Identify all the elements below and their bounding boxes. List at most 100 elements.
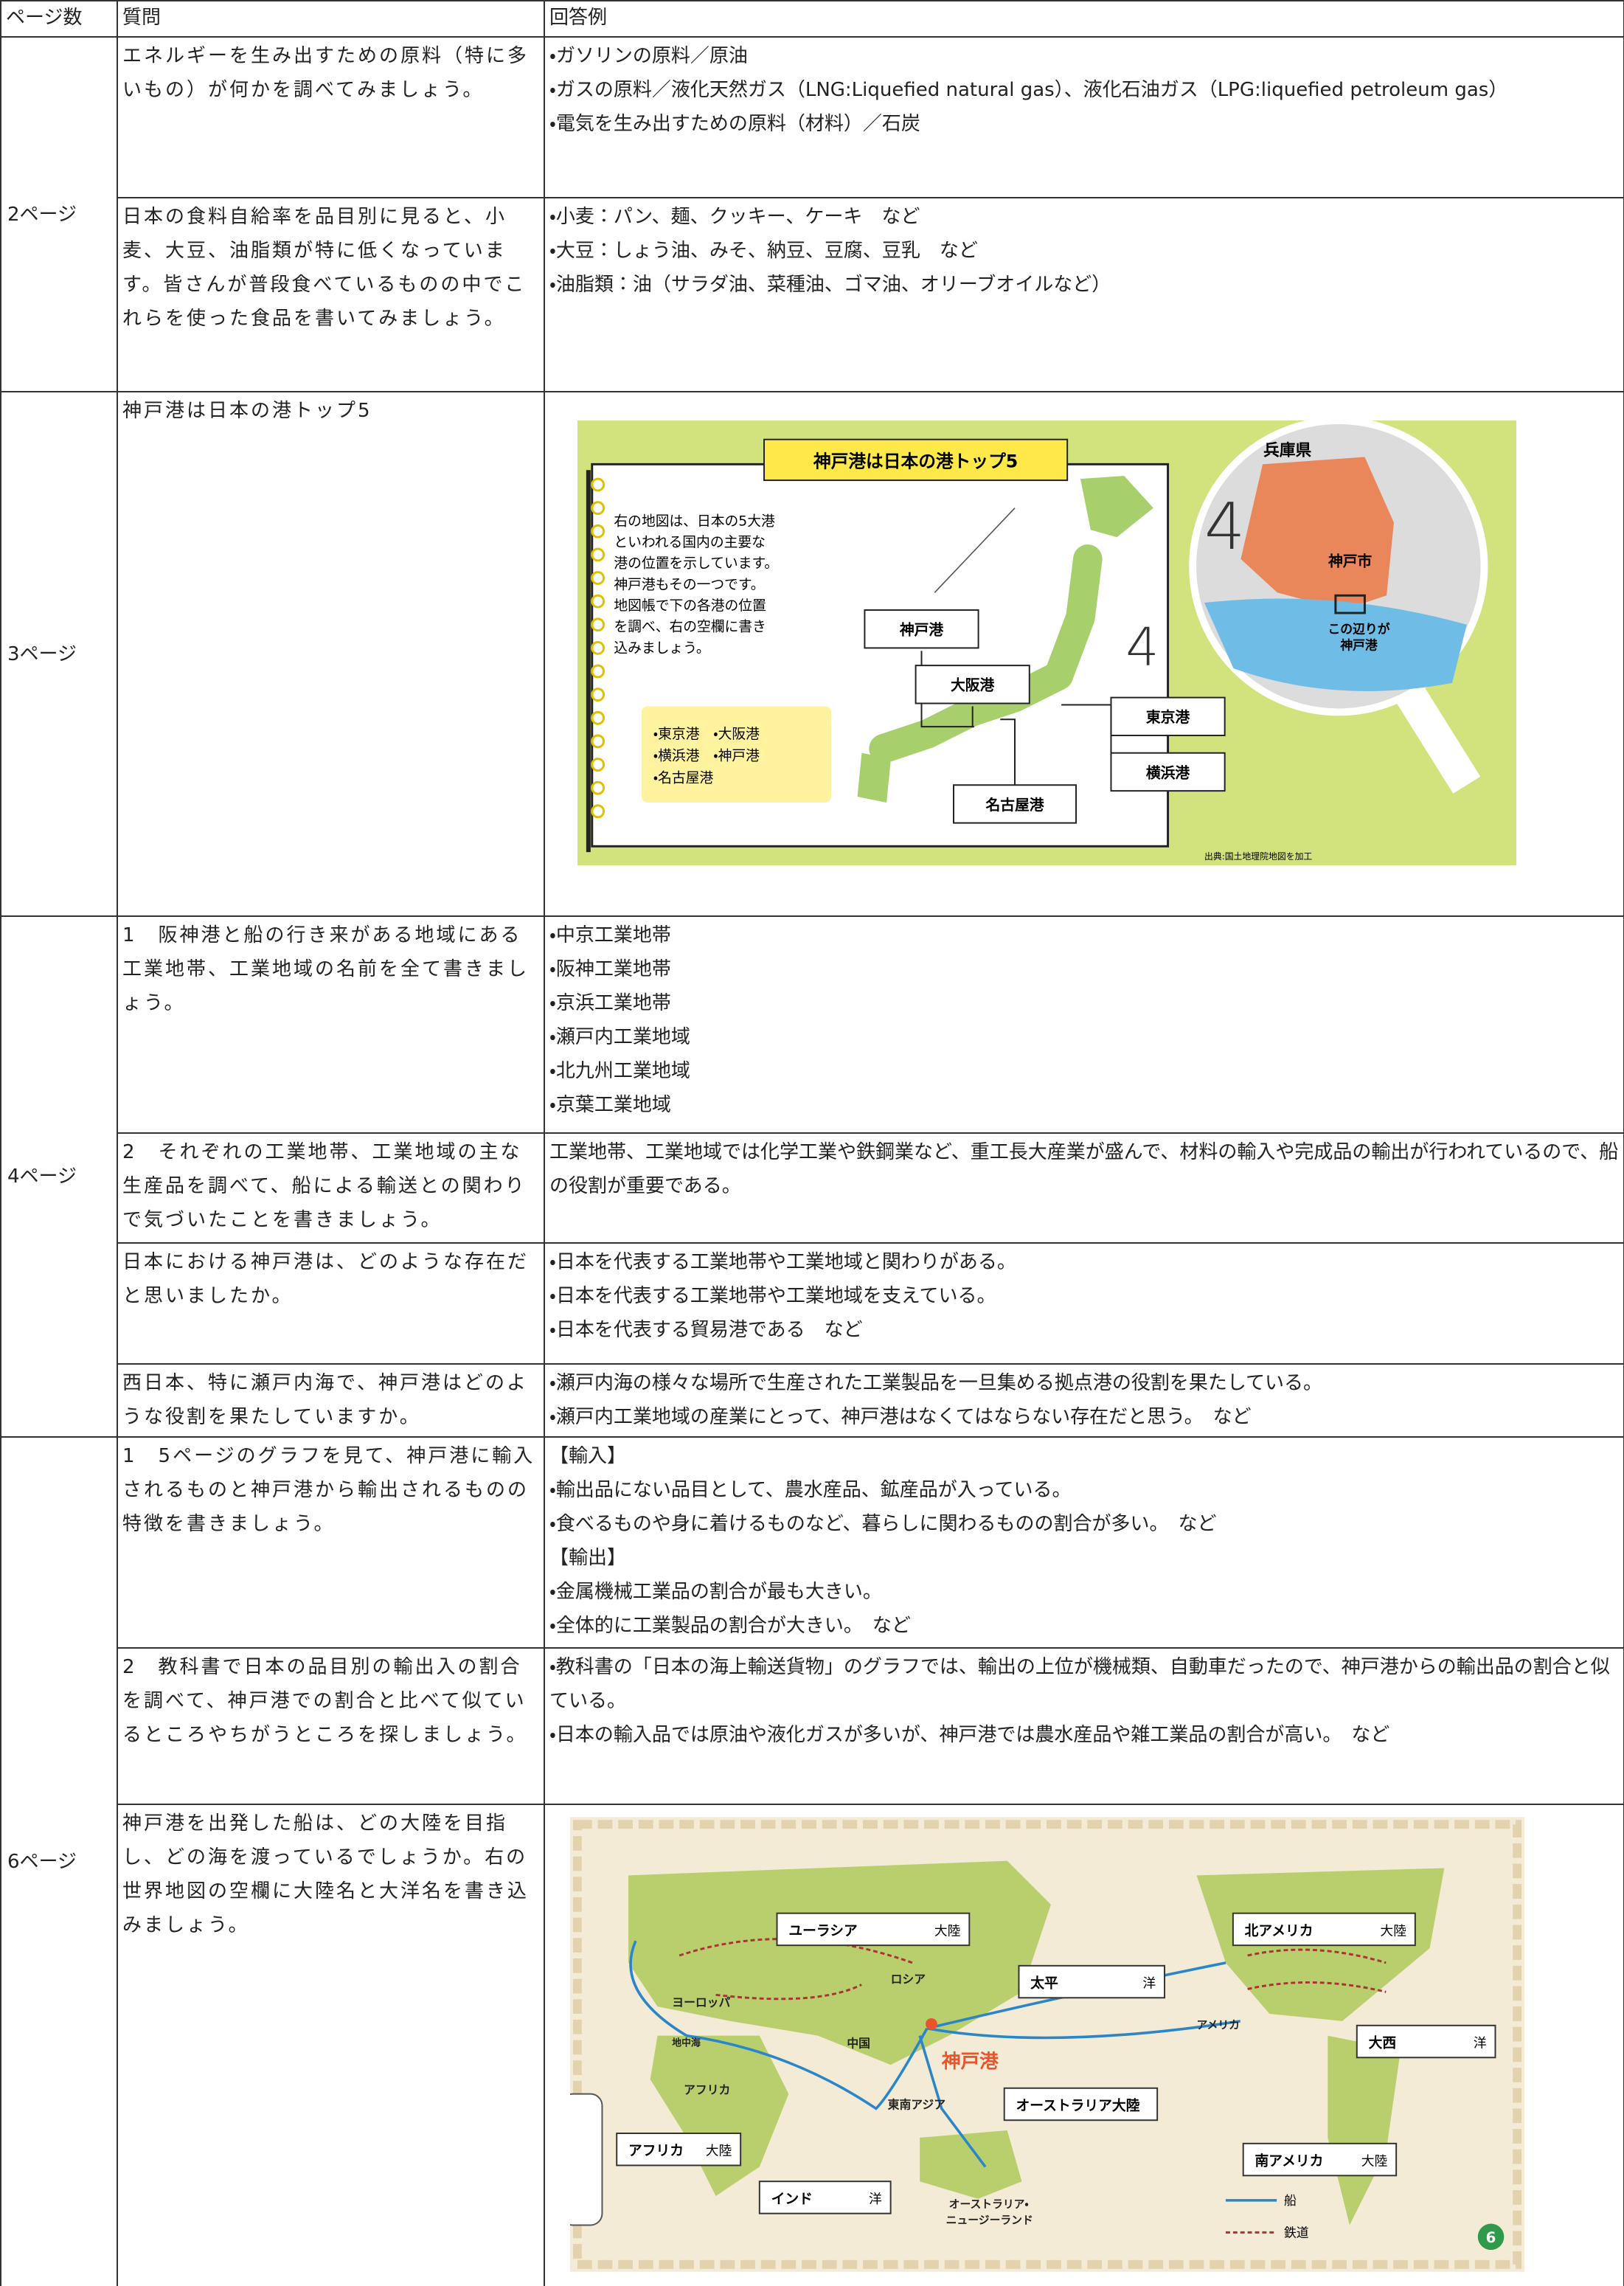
question-cell: 神戸港は日本の港トップ5	[117, 391, 545, 917]
answer-line: 【輸入】	[549, 1445, 627, 1467]
pointer	[934, 508, 1016, 593]
answer-line: ・食べるものや身に着けるものなど、暮らしに関わるものの割合が多い。 など	[549, 1513, 1217, 1535]
ring	[591, 571, 605, 585]
port-list-line: ・名古屋港	[653, 769, 714, 786]
question-cell: エネルギーを生み出すための原料（特に多いもの）が何かを調べてみましょう。	[117, 36, 545, 198]
box-name: 北アメリカ	[1245, 1922, 1314, 1939]
answer-line: ・日本の輸入品では原油や液化ガスが多いが、神戸港では農水産品や雑工業品の割合が高…	[549, 1724, 1390, 1746]
port-label: 大阪港	[951, 677, 996, 694]
answer-cell: ・ガソリンの原料／原油 ・ガスの原料／液化天然ガス（LNG:Liquefied n…	[544, 36, 1624, 198]
banner	[763, 438, 1069, 482]
question-text: 西日本、特に瀬戸内海で、神戸港はどのような役割を果たしていますか。	[122, 1372, 528, 1428]
rail-route	[1247, 1981, 1387, 1993]
question-text: 2 それぞれの工業地帯、工業地域の主な生産品を調べて、船による輸送との関わりで気…	[122, 1141, 527, 1231]
zoom-label: 神戸港	[1339, 637, 1378, 652]
answer-line: ・瀬戸内工業地域	[549, 1026, 690, 1048]
question-cell: 神戸港を出発した船は、どの大陸を目指し、どの海を渡っているでしょうか。右の世界地…	[117, 1804, 545, 2286]
blank-box	[616, 2133, 742, 2166]
question-cell: 1 阪神港と船の行き来がある地域にある工業地帯、工業地域の名前を全て書きましょう…	[117, 915, 545, 1134]
answer-line: ・京葉工業地域	[549, 1094, 671, 1116]
zoom-label: 神戸市	[1328, 553, 1373, 570]
ring	[591, 687, 605, 702]
answer-line: ・全体的に工業製品の割合が大きい。 など	[549, 1615, 911, 1637]
port-label: 横浜港	[1146, 764, 1191, 781]
map-label: ニュージーランド	[946, 2214, 1033, 2226]
ship-route	[918, 2035, 987, 2168]
page-cell: 6ページ	[0, 1436, 118, 2286]
answer-line: ・日本を代表する工業地帯や工業地域を支えている。	[549, 1285, 996, 1307]
rail-route	[1247, 1948, 1387, 1964]
ring	[591, 664, 605, 679]
box-name: 南アメリカ	[1255, 2152, 1324, 2169]
page-cell: 3ページ	[0, 391, 118, 917]
answer-line: ・瀬戸内海の様々な場所で生産された工業製品を一旦集める拠点港の役割を果たしている…	[549, 1372, 1323, 1394]
map-label: アフリカ	[684, 2083, 730, 2097]
blank-box	[776, 1912, 971, 1947]
box-suffix: 大陸	[934, 1923, 961, 1939]
answer-cell: ・中京工業地帯 ・阪神工業地帯 ・京浜工業地帯 ・瀬戸内工業地域 ・北九州工業地域 ・京葉…	[544, 915, 1624, 1134]
ship-route	[629, 1940, 929, 2110]
box-name: 太平	[1030, 1974, 1058, 1991]
box-name: オーストラリア大陸	[1016, 2096, 1140, 2113]
hyogo	[1240, 457, 1394, 611]
port-box	[915, 665, 1030, 704]
answer-line: ・油脂類：油（サラダ油、菜種油、ゴマ油、オリーブオイルなど）	[549, 274, 1111, 296]
leader-line	[1000, 718, 1016, 786]
page-cell: 4ページ	[0, 915, 118, 1438]
question-cell: 1 5ページのグラフを見て、神戸港に輸入されるものと神戸港から輸出されるものの特…	[117, 1436, 545, 1649]
africa	[650, 2035, 789, 2196]
box-name: ユーラシア	[788, 1923, 857, 1939]
legend-label: 鉄道	[1284, 2225, 1309, 2240]
map-label: 中国	[847, 2036, 870, 2050]
table-row: 2ページ エネルギーを生み出すための原料（特に多いもの）が何かを調べてみましょう。…	[0, 36, 1624, 392]
ring	[591, 617, 605, 632]
legend-label: 船	[1284, 2193, 1297, 2208]
box-suffix: 大陸	[1380, 1923, 1406, 1939]
blank-box	[1018, 1964, 1166, 1999]
question-text: 神戸港を出発した船は、どの大陸を目指し、どの海を渡っているでしょうか。右の世界地…	[122, 1812, 530, 1936]
header-cell: 回答例	[544, 0, 1624, 38]
blank-box	[1356, 2024, 1496, 2059]
handwritten-4: 4	[1125, 617, 1159, 678]
zoom-label: 兵庫県	[1263, 441, 1311, 460]
sea	[1204, 598, 1467, 691]
header-row: ページ数 質問 回答例	[0, 0, 1624, 38]
blank-box	[1242, 2142, 1398, 2177]
answer-line: ・ガソリンの原料／原油	[549, 45, 748, 67]
answer-line: ・電気を生み出すための原料（材料）／石炭	[549, 113, 920, 135]
answer-line: ・大豆：しょう油、みそ、納豆、豆腐、豆乳 など	[549, 240, 978, 262]
table-row: 4ページ 1 阪神港と船の行き来がある地域にある工業地帯、工業地域の名前を全て書き…	[0, 915, 1624, 1438]
ring	[591, 758, 605, 772]
question-text: 1 5ページのグラフを見て、神戸港に輸入されるものと神戸港から輸出されるものの特…	[122, 1445, 535, 1535]
ring	[591, 594, 605, 609]
table-row: 西日本、特に瀬戸内海で、神戸港はどのような役割を果たしていますか。 ・瀬戸内海の様…	[1, 1363, 1624, 1438]
answer-cell: ・日本を代表する工業地帯や工業地域と関わりがある。 ・日本を代表する工業地帯や工業…	[544, 1242, 1624, 1365]
ring	[591, 710, 605, 725]
answer-line: ・北九州工業地域	[549, 1060, 690, 1082]
port-list-line: ・東京港 ・大阪港	[653, 726, 760, 742]
question-text: 2 教科書で日本の品目別の輸出入の割合を調べて、神戸港での割合と比べて似ていると…	[122, 1656, 528, 1746]
box-suffix: 大陸	[1361, 2153, 1388, 2169]
table-row: 2 教科書で日本の品目別の輸出入の割合を調べて、神戸港での割合と比べて似ていると…	[1, 1647, 1624, 1805]
question-cell: 日本における神戸港は、どのような存在だと思いましたか。	[117, 1242, 545, 1365]
box-suffix: 大陸	[706, 2144, 732, 2159]
ring	[591, 641, 605, 655]
ring	[591, 734, 605, 749]
table-row: 6ページ 1 5ページのグラフを見て、神戸港に輸入されるものと神戸港から輸出される…	[0, 1436, 1624, 2286]
box-suffix: 洋	[1142, 1975, 1156, 1991]
leader-line	[971, 706, 974, 728]
blank-box	[1003, 2087, 1159, 2122]
port-box	[953, 784, 1078, 824]
question-cell: 西日本、特に瀬戸内海で、神戸港はどのような役割を果たしていますか。	[117, 1363, 545, 1438]
table-row: 3ページ 神戸港は日本の港トップ5 神戸港は日本の港トップ5 右の地図は、日本の5大港…	[0, 391, 1624, 917]
answer-line: ・金属機械工業品の割合が最も大きい。	[549, 1581, 882, 1603]
australia	[920, 2130, 1022, 2199]
answer-cell: ・小麦：パン、麺、クッキー、ケーキ など ・大豆：しょう油、みそ、納豆、豆腐、豆乳…	[544, 197, 1624, 392]
eurasia	[628, 1860, 1051, 2065]
answer-line: ・日本を代表する工業地帯や工業地域と関わりがある。	[549, 1251, 1016, 1273]
answer-line: ・瀬戸内工業地域の産業にとって、神戸港はなくてはならない存在だと思う。 など	[549, 1406, 1252, 1428]
south-america	[1328, 2035, 1401, 2226]
